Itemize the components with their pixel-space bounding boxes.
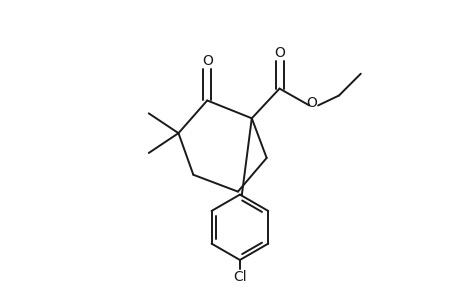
Text: O: O bbox=[274, 46, 285, 60]
Text: O: O bbox=[305, 96, 316, 110]
Text: Cl: Cl bbox=[233, 270, 246, 284]
Text: O: O bbox=[202, 54, 212, 68]
